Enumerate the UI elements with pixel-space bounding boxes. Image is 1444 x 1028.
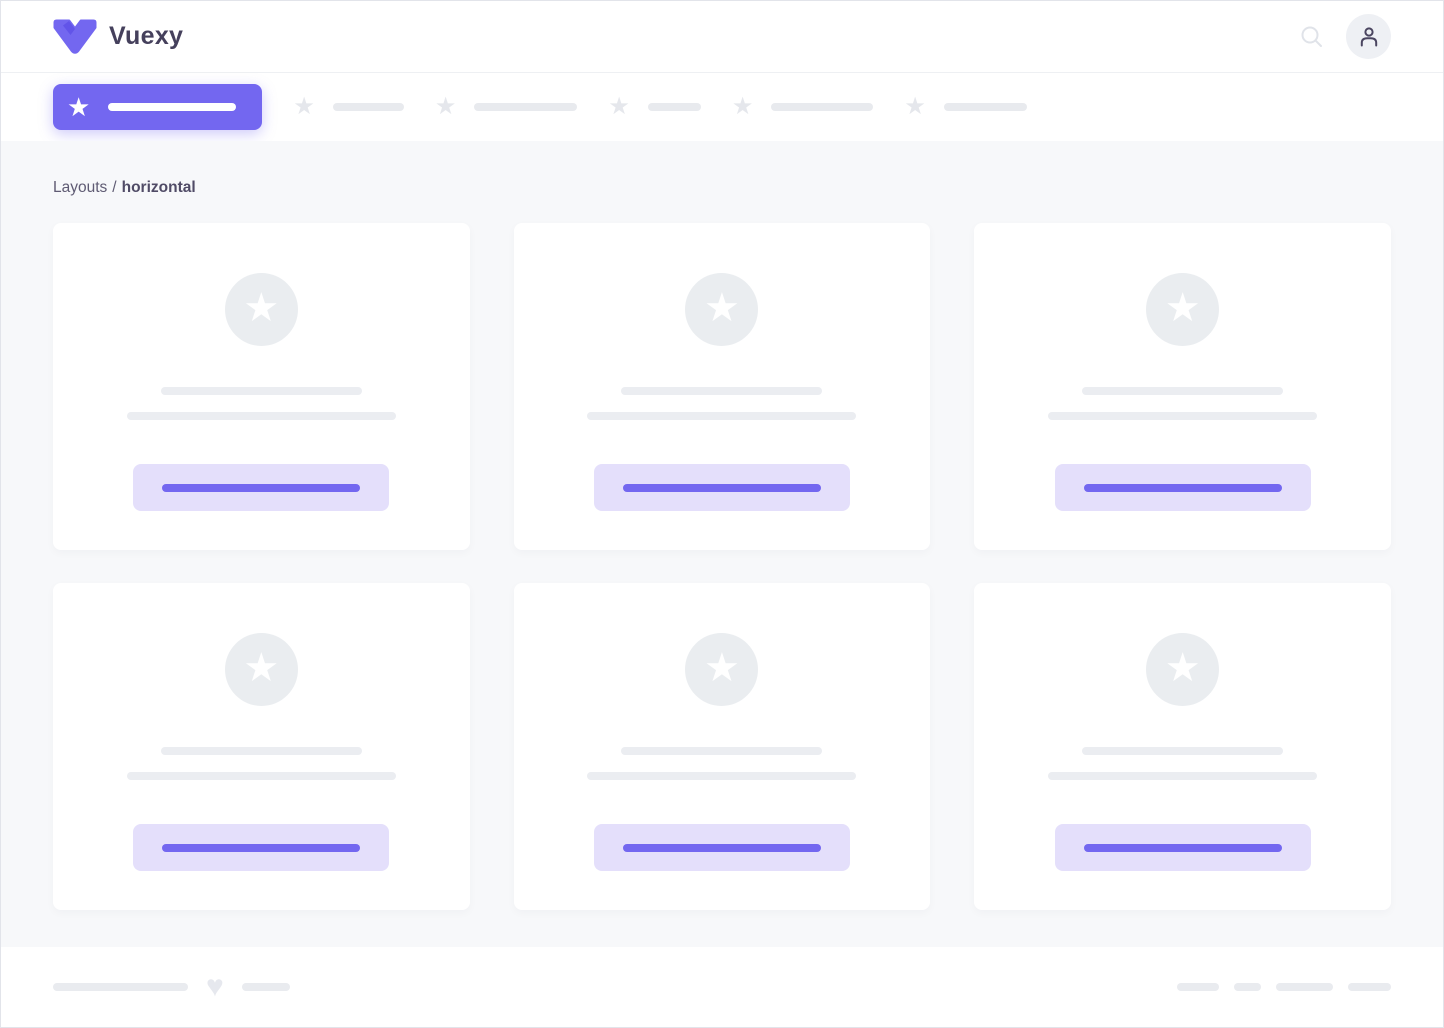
- button-label-placeholder-bar: [1083, 483, 1282, 492]
- card-action-button[interactable]: [593, 824, 850, 871]
- footer-placeholder-bar: [1276, 983, 1333, 991]
- footer-right: [1177, 983, 1391, 991]
- nav-item-1-active[interactable]: ★: [53, 84, 263, 130]
- person-icon: [1357, 25, 1381, 49]
- card-text-placeholder-line: [587, 772, 857, 780]
- star-icon: ★: [608, 93, 630, 120]
- nav-item-6[interactable]: ★: [904, 95, 1027, 119]
- button-label-placeholder-bar: [162, 843, 361, 852]
- nav-item-placeholder-bar: [332, 103, 404, 111]
- breadcrumb-separator: /: [112, 179, 117, 196]
- nav-item-5[interactable]: ★: [732, 95, 874, 119]
- breadcrumb-section[interactable]: Layouts: [53, 179, 108, 196]
- card-action-button[interactable]: [1054, 824, 1311, 871]
- nav-item-placeholder-bar: [943, 103, 1027, 111]
- breadcrumb-current: horizontal: [121, 179, 196, 196]
- card-text-placeholder-line: [160, 387, 362, 395]
- card-text-placeholder-line: [587, 412, 857, 420]
- card-text-placeholder-line: [126, 412, 396, 420]
- nav-item-placeholder-bar: [647, 103, 701, 111]
- button-label-placeholder-bar: [622, 483, 821, 492]
- star-icon: ★: [243, 285, 280, 330]
- user-avatar[interactable]: [1346, 14, 1391, 59]
- button-label-placeholder-bar: [1083, 843, 1282, 852]
- footer-placeholder-bar: [53, 983, 188, 991]
- nav-item-placeholder-bar: [108, 103, 237, 111]
- card-text-placeholder-line: [126, 772, 396, 780]
- card-action-button[interactable]: [133, 464, 390, 511]
- nav-item-placeholder-bar: [474, 103, 578, 111]
- horizontal-navbar: ★ ★ ★ ★ ★ ★: [1, 73, 1443, 141]
- nav-item-2[interactable]: ★: [293, 95, 404, 119]
- card-action-button[interactable]: [593, 464, 850, 511]
- card-text-placeholder-line: [1082, 387, 1284, 395]
- footer-placeholder-bar: [1177, 983, 1219, 991]
- footer: ♥: [1, 947, 1443, 1027]
- star-icon: ★: [731, 93, 754, 120]
- card-text-placeholder-line: [1082, 747, 1284, 755]
- star-icon: ★: [243, 645, 280, 690]
- search-icon[interactable]: [1298, 23, 1326, 51]
- heart-icon: ♥: [206, 970, 224, 1003]
- star-icon: ★: [1164, 285, 1201, 330]
- placeholder-card: ★: [513, 223, 931, 550]
- placeholder-card: ★: [974, 583, 1391, 910]
- nav-item-4[interactable]: ★: [608, 95, 701, 119]
- card-text-placeholder-line: [1048, 412, 1318, 420]
- card-image-circle: ★: [685, 633, 759, 706]
- card-text-placeholder-line: [621, 387, 823, 395]
- button-label-placeholder-bar: [162, 483, 361, 492]
- placeholder-card: ★: [53, 223, 470, 550]
- card-grid: ★ ★ ★ ★ ★ ★: [53, 223, 1391, 910]
- footer-left: ♥: [53, 972, 290, 1002]
- brand-title: Vuexy: [109, 22, 184, 50]
- card-action-button[interactable]: [1054, 464, 1311, 511]
- card-image-circle: ★: [224, 273, 298, 346]
- button-label-placeholder-bar: [622, 843, 821, 852]
- card-image-circle: ★: [1146, 633, 1220, 706]
- breadcrumb: Layouts / horizontal: [53, 179, 1391, 197]
- main-content: Layouts / horizontal ★ ★ ★ ★ ★ ★: [1, 141, 1443, 947]
- vuexy-logo-icon: [53, 18, 97, 55]
- star-icon: ★: [704, 645, 740, 690]
- card-image-circle: ★: [224, 633, 298, 706]
- star-icon: ★: [434, 93, 457, 120]
- star-icon: ★: [704, 285, 740, 330]
- placeholder-card: ★: [513, 583, 931, 910]
- vuexy-logo[interactable]: Vuexy: [53, 18, 183, 55]
- footer-placeholder-bar: [1348, 983, 1391, 991]
- nav-item-3[interactable]: ★: [435, 95, 578, 119]
- placeholder-card: ★: [974, 223, 1391, 550]
- nav-item-placeholder-bar: [771, 103, 874, 111]
- card-image-circle: ★: [1146, 273, 1220, 346]
- star-icon: ★: [1164, 645, 1201, 690]
- star-icon: ★: [904, 93, 926, 120]
- card-text-placeholder-line: [160, 747, 362, 755]
- star-icon: ★: [67, 92, 91, 122]
- card-action-button[interactable]: [133, 824, 390, 871]
- star-icon: ★: [293, 93, 315, 120]
- card-text-placeholder-line: [1048, 772, 1318, 780]
- top-header: Vuexy: [1, 1, 1443, 73]
- placeholder-card: ★: [53, 583, 470, 910]
- footer-placeholder-bar: [241, 983, 290, 991]
- card-text-placeholder-line: [621, 747, 823, 755]
- footer-placeholder-bar: [1234, 983, 1261, 991]
- card-image-circle: ★: [685, 273, 759, 346]
